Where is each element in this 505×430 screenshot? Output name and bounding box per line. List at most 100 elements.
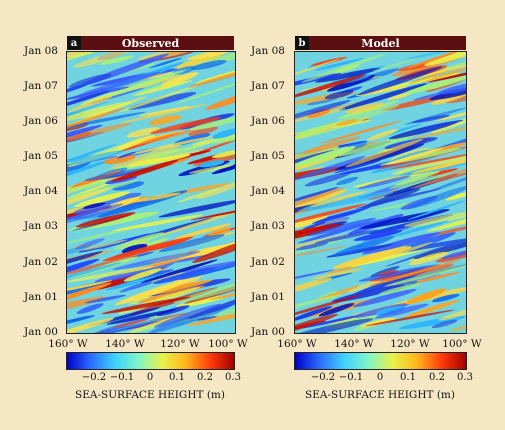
panel-b-colorbar-label: SEA-SURFACE HEIGHT (m) — [305, 389, 455, 401]
anomaly-streak — [336, 176, 359, 186]
anomaly-streak — [309, 190, 368, 207]
anomaly-streak — [425, 162, 466, 186]
panel-b-ytick: Jan 05 — [251, 150, 285, 162]
panel-a-ytick: Jan 06 — [24, 115, 58, 127]
anomaly-streak — [406, 185, 466, 210]
panel-a-colorbar-label: SEA-SURFACE HEIGHT (m) — [75, 389, 225, 401]
anomaly-streak — [111, 159, 179, 182]
panel-b-xtick: 120° W — [390, 338, 430, 350]
panel-a-ytick: Jan 04 — [24, 185, 58, 197]
anomaly-streak — [295, 145, 340, 162]
panel-b-xtick: 100° W — [442, 338, 482, 350]
anomaly-streak — [112, 181, 145, 191]
anomaly-streak — [366, 128, 399, 142]
panel-a-xtick: 120° W — [160, 338, 200, 350]
panel-b-ytick: Jan 04 — [251, 185, 285, 197]
panel-a-colorbar — [66, 352, 235, 370]
anomaly-streak — [188, 164, 234, 174]
anomaly-streak — [67, 159, 113, 186]
anomaly-streak — [335, 119, 359, 126]
anomaly-streak — [188, 65, 235, 88]
panel-a-cbtick: 0.1 — [169, 372, 185, 383]
anomaly-streak — [304, 172, 351, 187]
anomaly-streak — [125, 136, 214, 156]
panel-b-ytick: Jan 07 — [251, 80, 285, 92]
anomaly-streak — [339, 83, 428, 111]
anomaly-streak — [420, 119, 464, 130]
anomaly-streak — [78, 71, 161, 96]
anomaly-streak — [128, 92, 197, 110]
anomaly-streak — [398, 315, 466, 330]
anomaly-streak — [295, 318, 374, 333]
anomaly-streak — [314, 58, 365, 71]
anomaly-streak — [181, 263, 235, 279]
anomaly-streak — [67, 282, 112, 305]
anomaly-streak — [112, 319, 148, 328]
anomaly-streak — [318, 303, 355, 317]
anomaly-streak — [67, 86, 130, 100]
anomaly-streak — [113, 232, 165, 250]
anomaly-streak — [145, 72, 174, 79]
panel-b-cbtick: −0.2 — [310, 372, 336, 383]
panel-a-letter: a — [67, 36, 81, 50]
anomaly-streak — [295, 313, 338, 333]
anomaly-streak — [427, 174, 466, 193]
anomaly-streak — [392, 153, 466, 175]
anomaly-streak — [158, 234, 225, 252]
anomaly-streak — [431, 293, 460, 303]
anomaly-streak — [128, 128, 201, 147]
anomaly-streak — [295, 100, 351, 126]
panel-b-ytick: Jan 02 — [251, 256, 285, 268]
anomaly-streak — [68, 73, 112, 88]
anomaly-streak — [134, 80, 193, 96]
anomaly-streak — [302, 136, 361, 154]
anomaly-streak — [82, 202, 106, 209]
anomaly-streak — [67, 203, 124, 226]
anomaly-streak — [435, 106, 466, 121]
panel-a-ytick: Jan 00 — [24, 326, 58, 338]
panel-b-letter: b — [295, 36, 309, 50]
anomaly-streak — [295, 294, 363, 319]
anomaly-streak — [153, 266, 219, 284]
anomaly-streak — [374, 303, 429, 319]
anomaly-streak — [195, 316, 219, 321]
anomaly-streak — [215, 308, 235, 319]
panel-a-cbtick: −0.2 — [81, 372, 107, 383]
anomaly-streak — [295, 277, 332, 295]
panel-b-cbtick: 0.2 — [429, 372, 445, 383]
anomaly-streak — [188, 126, 218, 136]
anomaly-streak — [295, 155, 366, 181]
anomaly-streak — [121, 243, 148, 254]
panel-a-ytick: Jan 05 — [24, 150, 58, 162]
anomaly-streak — [295, 58, 341, 81]
anomaly-streak — [411, 154, 466, 174]
anomaly-streak — [67, 258, 100, 280]
anomaly-streak — [199, 160, 225, 168]
anomaly-streak — [355, 188, 442, 209]
anomaly-streak — [297, 219, 382, 244]
anomaly-streak — [212, 127, 235, 139]
anomaly-streak — [409, 120, 466, 140]
anomaly-streak — [424, 52, 466, 66]
anomaly-streak — [67, 111, 146, 130]
anomaly-streak — [133, 192, 182, 203]
anomaly-streak — [116, 151, 137, 159]
anomaly-streak — [106, 309, 177, 325]
anomaly-streak — [126, 127, 161, 138]
panel-b-ytick: Jan 06 — [251, 115, 285, 127]
anomaly-streak — [205, 90, 235, 110]
panel-a-field — [67, 52, 235, 333]
anomaly-streak — [295, 74, 367, 99]
anomaly-streak — [370, 266, 400, 278]
anomaly-streak — [173, 279, 235, 304]
anomaly-streak — [441, 249, 466, 260]
anomaly-streak — [67, 245, 91, 260]
anomaly-streak — [105, 274, 163, 291]
anomaly-streak — [192, 235, 235, 263]
anomaly-streak — [303, 191, 395, 211]
panel-a-cbtick: 0.3 — [225, 372, 241, 383]
panel-b-ytick: Jan 08 — [251, 45, 285, 57]
panel-b-plot — [294, 51, 467, 334]
anomaly-streak — [123, 268, 162, 282]
anomaly-streak — [376, 306, 406, 316]
